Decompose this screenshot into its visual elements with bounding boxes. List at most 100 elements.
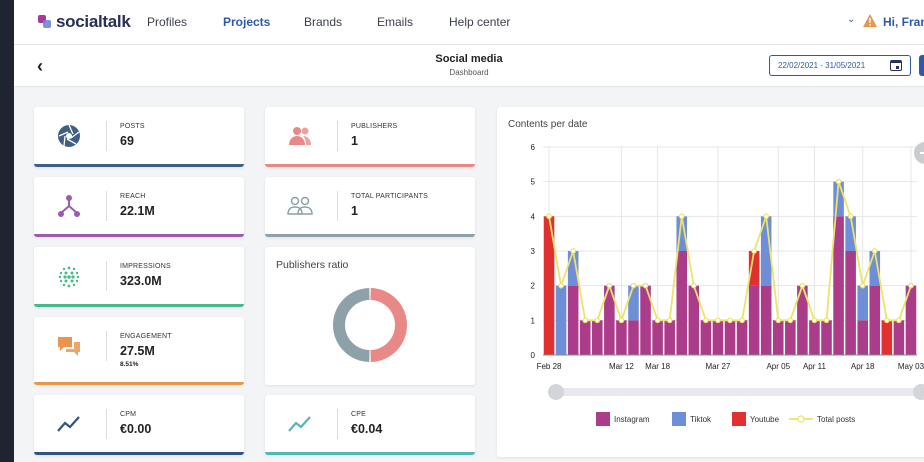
warning-icon — [863, 14, 877, 27]
bar-instagram[interactable] — [640, 285, 651, 355]
publishers-ratio-card: Publishers ratio — [265, 247, 475, 385]
y-tick-label: 3 — [531, 247, 536, 256]
bar-instagram[interactable] — [724, 320, 736, 355]
total-posts-point — [630, 282, 637, 289]
bar-instagram[interactable] — [604, 285, 615, 355]
bar-instagram[interactable] — [736, 320, 748, 355]
bar-youtube[interactable] — [748, 251, 760, 286]
trend-line-icon — [288, 416, 311, 432]
bar-instagram[interactable] — [821, 320, 832, 355]
bar-instagram[interactable] — [652, 320, 663, 355]
x-tick-label: Mar 12 — [609, 362, 634, 371]
bar-instagram[interactable] — [664, 320, 675, 355]
total-posts-point — [884, 317, 890, 324]
bar-instagram[interactable] — [797, 285, 808, 355]
stat-label: IMPRESSIONS — [120, 263, 171, 270]
total-posts-point — [859, 282, 866, 289]
divider — [106, 121, 107, 151]
bar-instagram[interactable] — [772, 320, 784, 355]
x-tick-label: Apr 05 — [766, 362, 790, 371]
user-greeting[interactable]: Hi, Franc — [883, 15, 924, 29]
total-posts-point — [606, 282, 613, 289]
stat-label: CPE — [351, 411, 366, 418]
total-posts-point — [896, 317, 902, 324]
bar-instagram[interactable] — [845, 251, 856, 355]
total-posts-point — [811, 317, 818, 324]
brand-name: socialtalk — [56, 12, 131, 31]
bar-instagram[interactable] — [700, 320, 712, 355]
bar-instagram[interactable] — [760, 285, 772, 355]
bar-instagram[interactable] — [616, 320, 627, 355]
legend-label[interactable]: Total posts — [817, 415, 855, 424]
bar-instagram[interactable] — [869, 285, 881, 355]
bar-tiktok[interactable] — [869, 251, 881, 286]
bar-instagram[interactable] — [628, 320, 639, 355]
legend-label[interactable]: Youtube — [750, 415, 780, 424]
stat-color-bar — [265, 452, 475, 455]
date-range-value: 22/02/2021 - 31/05/2021 — [778, 61, 866, 70]
bar-youtube[interactable] — [543, 216, 555, 355]
page-subheader: ‹ Social media Dashboard 22/02/2021 - 31… — [14, 45, 924, 87]
bar-instagram[interactable] — [712, 320, 724, 355]
brand-logo[interactable]: socialtalk — [38, 12, 131, 32]
total-posts-point — [678, 213, 685, 220]
stat-label: TOTAL PARTICIPANTS — [351, 193, 428, 200]
bar-instagram[interactable] — [893, 320, 905, 355]
bar-instagram[interactable] — [676, 251, 688, 355]
date-range-picker[interactable]: 22/02/2021 - 31/05/2021 — [769, 55, 911, 76]
bar-tiktok[interactable] — [857, 285, 868, 321]
nav-item-emails[interactable]: Emails — [377, 15, 414, 29]
total-posts-point — [654, 317, 661, 324]
stat-value: 1 — [351, 134, 358, 148]
back-arrow-icon[interactable]: ‹ — [37, 56, 43, 76]
bar-instagram[interactable] — [905, 285, 917, 355]
y-tick-label: 1 — [531, 316, 536, 325]
total-posts-point — [558, 282, 564, 289]
bar-tiktok[interactable] — [628, 285, 639, 321]
legend-label[interactable]: Tiktok — [690, 415, 712, 424]
bar-instagram[interactable] — [592, 320, 603, 355]
nav-item-projects[interactable]: Projects — [223, 15, 271, 29]
bar-instagram[interactable] — [688, 285, 700, 355]
ratio-slice-a[interactable] — [370, 288, 408, 362]
users-icon — [289, 127, 311, 145]
bar-tiktok[interactable] — [845, 216, 856, 251]
page-title: Social media — [435, 53, 503, 65]
bar-tiktok[interactable] — [760, 216, 772, 286]
bar-instagram[interactable] — [579, 320, 591, 355]
nav-item-brands[interactable]: Brands — [304, 15, 343, 29]
bar-instagram[interactable] — [748, 285, 760, 355]
x-tick-label: May 03 — [898, 362, 924, 371]
range-slider-handle-left[interactable] — [548, 384, 564, 400]
bar-instagram[interactable] — [833, 216, 844, 355]
bar-tiktok[interactable] — [833, 181, 844, 217]
bar-instagram[interactable] — [809, 320, 820, 355]
bar-tiktok[interactable] — [555, 285, 567, 355]
stat-card-cpm: CPM €0.00 — [34, 395, 244, 455]
stat-card-reach: REACH 22.1M — [34, 177, 244, 237]
range-slider-track[interactable] — [551, 388, 921, 396]
x-tick-label: Apr 18 — [851, 362, 875, 371]
range-slider-handle-right[interactable] — [913, 384, 924, 400]
action-button[interactable] — [919, 55, 924, 76]
stat-card-posts: POSTS 69 — [34, 107, 244, 167]
divider — [337, 191, 338, 221]
bar-tiktok[interactable] — [567, 251, 579, 286]
chevron-down-icon[interactable]: ⌄ — [847, 14, 856, 25]
legend-label[interactable]: Instagram — [614, 415, 650, 424]
bar-instagram[interactable] — [567, 285, 579, 355]
bar-instagram[interactable] — [857, 320, 868, 355]
stat-label: ENGAGEMENT — [120, 333, 172, 340]
nav-item-help-center[interactable]: Help center — [449, 15, 511, 29]
nav-item-profiles[interactable]: Profiles — [147, 15, 188, 29]
bar-tiktok[interactable] — [676, 216, 688, 251]
divider — [337, 121, 338, 151]
bar-instagram[interactable] — [785, 320, 796, 355]
ratio-slice-b[interactable] — [332, 288, 370, 362]
bar-youtube[interactable] — [881, 320, 893, 355]
zoom-reset-button[interactable] — [914, 142, 924, 164]
total-posts-point — [703, 317, 709, 324]
total-posts-point — [618, 317, 625, 324]
total-posts-point — [763, 213, 769, 220]
y-tick-label: 6 — [531, 143, 536, 152]
